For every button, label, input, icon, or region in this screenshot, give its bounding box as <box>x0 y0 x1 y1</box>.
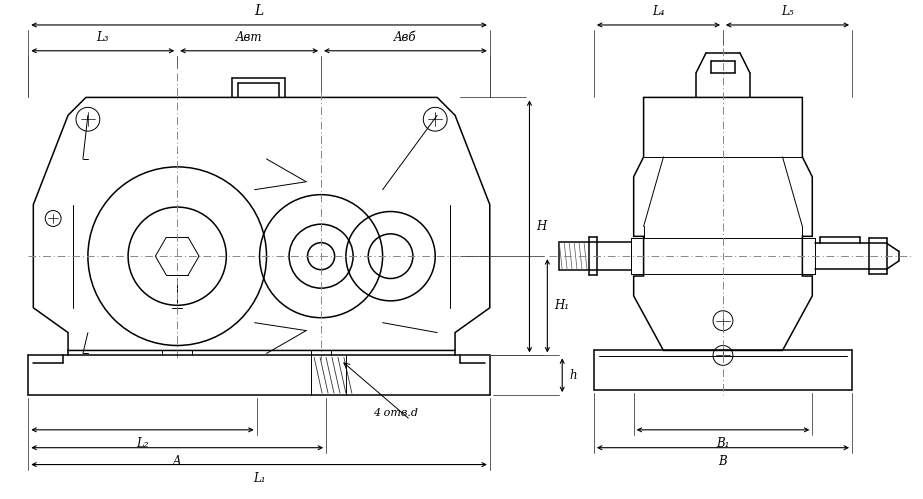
Text: B: B <box>719 455 727 468</box>
Text: L₄: L₄ <box>653 5 665 18</box>
Text: L: L <box>255 4 264 18</box>
Text: A: A <box>173 455 182 468</box>
Text: L₃: L₃ <box>97 31 109 44</box>
Text: H₁: H₁ <box>555 299 569 312</box>
Text: L₅: L₅ <box>781 5 794 18</box>
Text: L₂: L₂ <box>137 437 149 450</box>
Text: h: h <box>569 369 577 382</box>
Text: L₁: L₁ <box>253 472 265 485</box>
Text: B₁: B₁ <box>716 437 730 450</box>
Text: Aвт: Aвт <box>236 31 262 44</box>
Text: 4 отв.d: 4 отв.d <box>373 408 418 418</box>
Text: H: H <box>536 220 546 233</box>
Text: Aвб: Aвб <box>394 31 416 44</box>
